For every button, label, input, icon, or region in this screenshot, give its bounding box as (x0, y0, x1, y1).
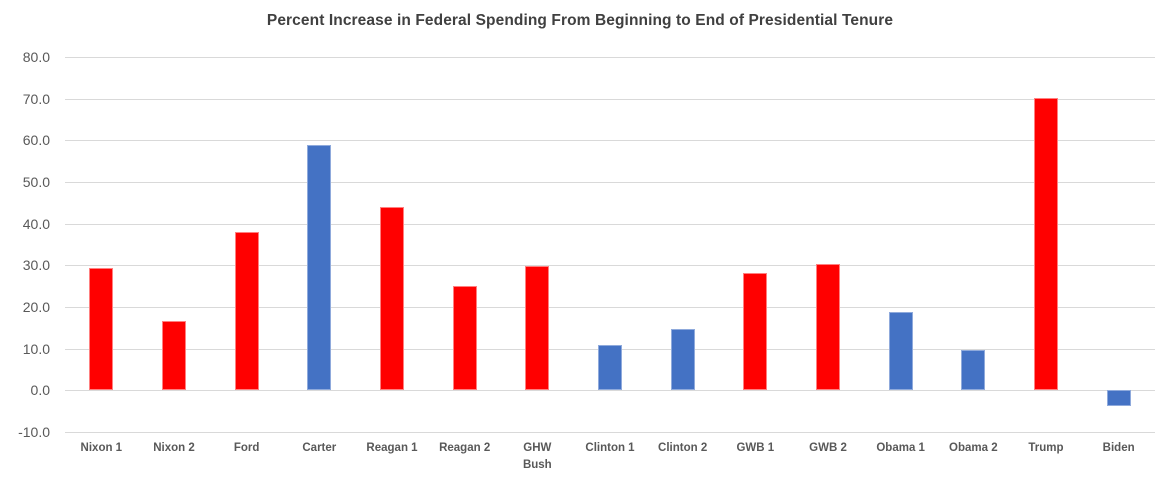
bar-clinton-2 (670, 328, 695, 391)
x-axis: Nixon 1 Nixon 2 Ford Carter Reagan 1 Reagan 2… (65, 440, 1155, 480)
bar-gwb-1 (743, 272, 768, 391)
gridline-20.0 (65, 307, 1155, 308)
bar-obama-2 (961, 349, 986, 391)
y-tick-label-20.0: 20.0 (22, 299, 50, 315)
gridline-80.0 (65, 57, 1155, 58)
bar-clinton-1 (598, 345, 622, 391)
plot-area (65, 57, 1155, 433)
y-tick-label-0.0: 0.0 (30, 382, 50, 399)
x-tick-label-obama-2: Obama 2 (949, 442, 998, 454)
gridline-70.0 (65, 98, 1155, 100)
gridline-60.0 (65, 140, 1155, 142)
x-tick-label-ford: Ford (233, 442, 260, 454)
y-axis: 80.0 70.0 60.0 50.0 40.0 30.0 20.0 10.0 0.0 -10.0 (0, 49, 50, 440)
x-tick-label-carter: Carter (302, 442, 337, 454)
y-tick-label-50.0: 50.0 (22, 174, 50, 190)
x-tick-label-clinton-2: Clinton 2 (658, 442, 708, 454)
x-tick-label-gwb-2: GWB 2 (809, 442, 847, 454)
x-tick-label-reagan-1: Reagan 1 (366, 442, 418, 454)
y-tick-label-80.0: 80.0 (22, 49, 50, 65)
y-tick-label-30.0: 30.0 (22, 257, 50, 274)
y-tick-label-70.0: 70.0 (22, 90, 50, 107)
y-tick-label-10.0: 10.0 (22, 340, 50, 357)
x-tick-label-nixon-1: Nixon 1 (80, 442, 123, 454)
y-tick-label-60.0: 60.0 (22, 132, 50, 149)
bar-ford (234, 232, 259, 391)
x-tick-label-trump: Trump (1028, 442, 1064, 454)
x-tick-label-reagan-2: Reagan 2 (439, 442, 491, 454)
x-tick-label-clinton-1: Clinton 1 (585, 442, 635, 454)
gridline-40.0 (65, 223, 1155, 225)
bar-biden (1106, 390, 1131, 407)
bar-nixon-1 (89, 267, 114, 391)
chart-title: Percent Increase in Federal Spending Fro… (266, 12, 894, 29)
gridline-50.0 (65, 182, 1155, 183)
bar-nixon-2 (162, 320, 186, 391)
gridline-0.0 (65, 390, 1155, 392)
gridline--10.0 (65, 432, 1155, 433)
x-tick-label-ghw-bush: GHW Bush (522, 442, 552, 472)
bar-obama-1 (888, 312, 913, 391)
x-tick-label-obama-1: Obama 1 (876, 442, 925, 454)
bar-ghw-bush (525, 265, 550, 391)
bar-carter (307, 144, 332, 391)
bar-reagan-2 (452, 286, 477, 391)
bar-trump (1034, 98, 1058, 391)
y-tick-label-40.0: 40.0 (22, 215, 50, 232)
gridline-30.0 (65, 265, 1155, 267)
bar-gwb-2 (816, 263, 840, 391)
x-tick-label-gwb-1: GWB 1 (736, 442, 775, 454)
y-tick-label--10.0: -10.0 (18, 424, 50, 440)
x-tick-label-biden: Biden (1102, 442, 1135, 454)
bar-reagan-1 (380, 206, 404, 391)
x-tick-label-nixon-2: Nixon 2 (153, 442, 195, 454)
